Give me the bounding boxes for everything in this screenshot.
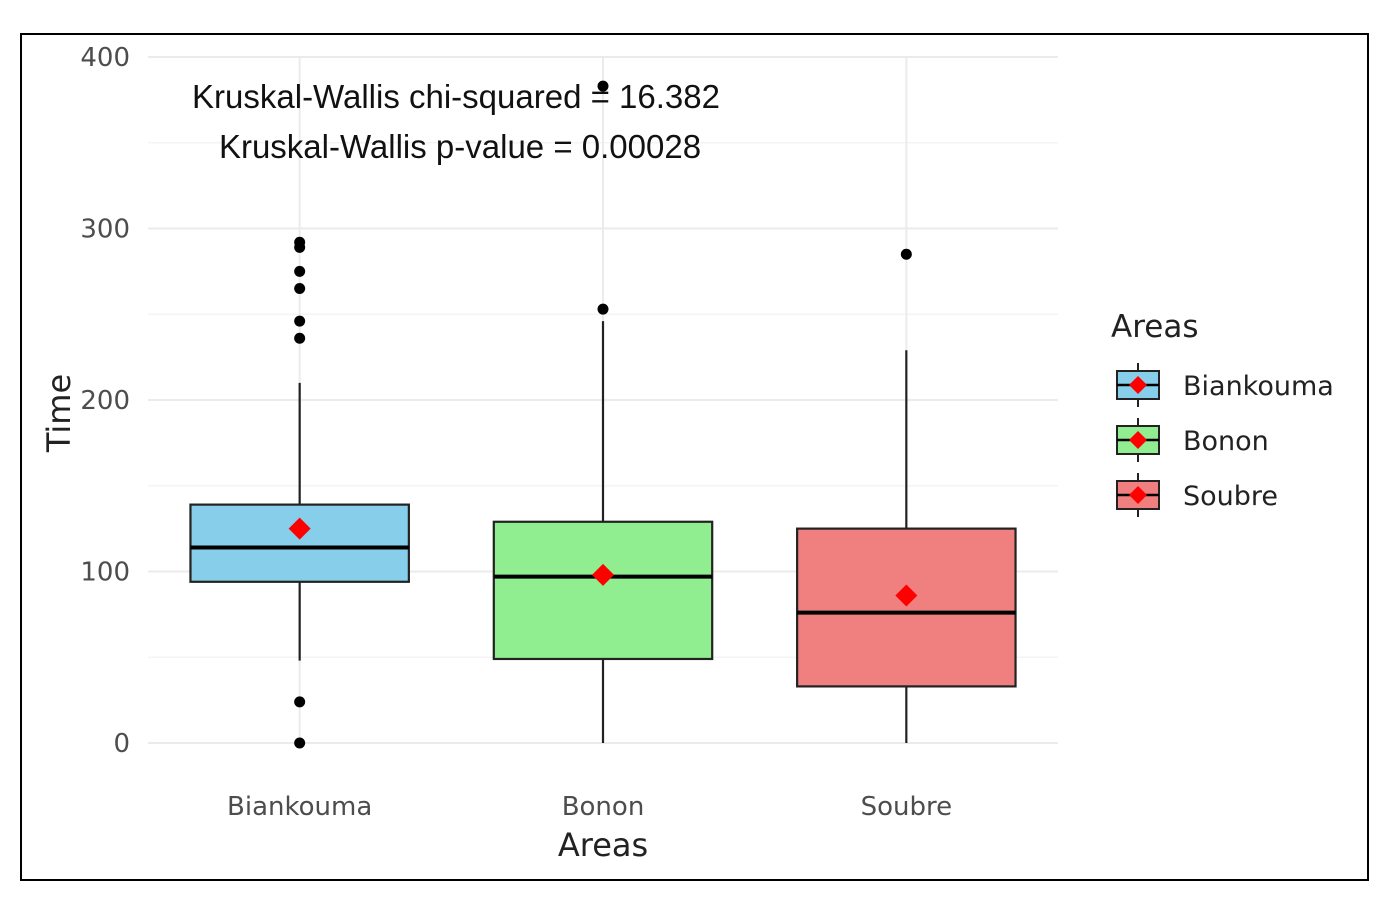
box-iqr-Bonon [492,520,714,661]
outlier-point-Bonon-0 [597,303,609,315]
box-iqr-Soubre [796,527,1017,688]
legend-item-Biankouma: Biankouma [1116,363,1334,407]
box-series [189,80,1017,749]
legend-item-Soubre: Soubre [1116,473,1278,517]
x-axis-ticks: Biankouma Bonon Soubre [227,792,952,822]
annotation-chi-squared: Kruskal-Wallis chi-squared = 16.382 [192,78,720,115]
outlier-point-Biankouma-2 [294,265,306,277]
y-axis-ticks: 0 100 200 300 400 [80,43,130,759]
box-iqr-Biankouma [189,503,410,583]
x-tick-label-Soubre: Soubre [861,792,953,822]
x-tick-label-Bonon: Bonon [562,792,645,822]
legend-key-mean-Soubre [1129,486,1147,504]
legend-key-mean-Biankouma [1129,376,1147,394]
mean-marker-Biankouma [288,517,311,540]
mean-marker-Bonon [592,563,614,586]
outlier-point-Biankouma-1 [294,241,306,253]
legend-label-Soubre: Soubre [1183,481,1278,512]
y-tick-label-300: 300 [80,215,130,245]
mean-marker-Soubre [895,584,918,607]
box-Biankouma [189,236,410,749]
box-Bonon [492,80,714,743]
annotation-p-value: Kruskal-Wallis p-value = 0.00028 [219,128,701,165]
legend-title: Areas [1111,309,1199,345]
outlier-point-Soubre-0 [900,248,912,260]
outlier-point-Biankouma-4 [294,315,306,327]
y-tick-label-200: 200 [80,386,130,416]
outlier-point-Biankouma-3 [294,283,306,295]
y-tick-label-400: 400 [80,43,130,73]
x-axis-title: Areas [558,826,648,864]
x-tick-label-Biankouma: Biankouma [227,792,372,822]
y-axis-title: Time [40,374,78,453]
legend-key-mean-Bonon [1129,431,1147,449]
outlier-point-Biankouma-5 [294,332,306,344]
outlier-point-Biankouma-7 [294,737,306,749]
legend-item-Bonon: Bonon [1116,418,1269,462]
outlier-point-Biankouma-6 [294,696,306,708]
outlier-point-Bonon-1 [597,80,609,92]
y-tick-label-100: 100 [80,558,130,588]
legend-label-Biankouma: Biankouma [1183,371,1334,402]
legend: Areas Biankouma Bonon Soubre [1111,309,1334,517]
y-tick-label-0: 0 [113,729,130,759]
chart-frame [20,33,1369,881]
box-Soubre [796,248,1017,743]
legend-label-Bonon: Bonon [1183,426,1269,457]
